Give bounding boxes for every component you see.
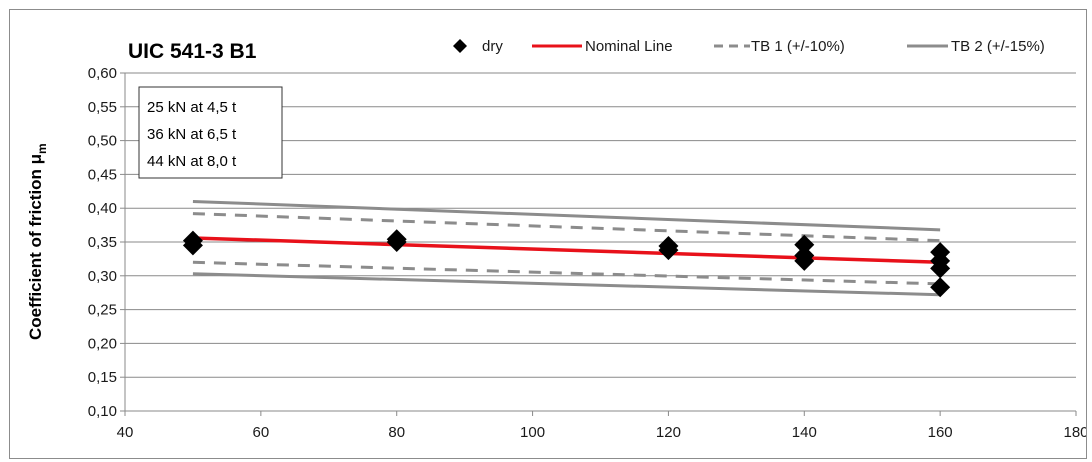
y-tick-label: 0,20 [88,335,117,352]
x-tick-label: 40 [117,424,134,441]
legend-dry-marker [453,39,467,53]
y-axis-label: Coefficient of friction μm [26,143,49,340]
x-tick-label: 140 [792,424,817,441]
data-point-dry [794,234,815,255]
x-tick-label: 180 [1063,424,1086,441]
y-tick-label: 0,40 [88,200,117,217]
data-point-dry [794,245,815,266]
axis-layer: 0,10 0,15 0,20 0,25 0,30 0,35 0,40 0,45 0,50 0,55… [88,65,1086,441]
x-tick-label: 80 [388,424,405,441]
legend-tb1-label: TB 1 (+/-10%) [751,38,845,55]
x-tick-label: 100 [520,424,545,441]
y-tick-label: 0,55 [88,99,117,116]
y-tick-label: 0,25 [88,302,117,319]
legend-nominal-label: Nominal Line [585,38,673,55]
data-point-dry [930,277,951,298]
x-tick-label: 160 [928,424,953,441]
legend-tb2-label: TB 2 (+/-15%) [951,38,1045,55]
data-point-dry [182,230,203,251]
y-tick-label: 0,60 [88,65,117,82]
band-layer [192,199,941,297]
annotation-line-2: 36 kN at 6,5 t [147,126,237,143]
tolerance-band-upper-3 [192,199,941,232]
y-axis-label-subscript: m [35,143,49,154]
chart-title: UIC 541-3 B1 [128,40,257,63]
annotation-line-1: 25 kN at 4,5 t [147,99,237,116]
x-tick-label: 60 [253,424,270,441]
x-tick-label: 120 [656,424,681,441]
chart-canvas: 0,10 0,15 0,20 0,25 0,30 0,35 0,40 0,45 0,50 0,55… [26,38,1086,441]
annotation-line-3: 44 kN at 8,0 t [147,153,237,170]
nominal-line [192,236,941,265]
data-point-dry [658,236,679,257]
y-tick-label: 0,30 [88,268,117,285]
tolerance-band-lower-3 [192,272,941,297]
y-tick-label: 0,15 [88,369,117,386]
point-layer [182,229,951,298]
y-tick-label: 0,45 [88,166,117,183]
y-axis-label-text: Coefficient of friction μm [26,143,49,340]
chart-frame: 0,10 0,15 0,20 0,25 0,30 0,35 0,40 0,45 0,50 0,55… [9,9,1087,459]
data-point-dry [930,242,951,263]
data-point-dry [386,229,407,250]
annotation-box: 25 kN at 4,5 t 36 kN at 6,5 t 44 kN at 8… [138,86,283,179]
tolerance-band-upper-2 [192,212,941,243]
legend-dry-label: dry [482,38,503,55]
y-tick-label: 0,50 [88,133,117,150]
legend: dry Nominal Line TB 1 (+/-10%) TB 2 (+/-… [453,38,1045,55]
y-tick-label: 0,10 [88,403,117,420]
y-tick-label: 0,35 [88,234,117,251]
y-axis-label-main: Coefficient of friction μ [26,154,45,340]
tolerance-band-lower-2 [192,260,941,286]
text-layer: UIC 541-3 B1 Coefficient of friction μm [26,40,257,340]
annotation-box-border [138,86,283,179]
